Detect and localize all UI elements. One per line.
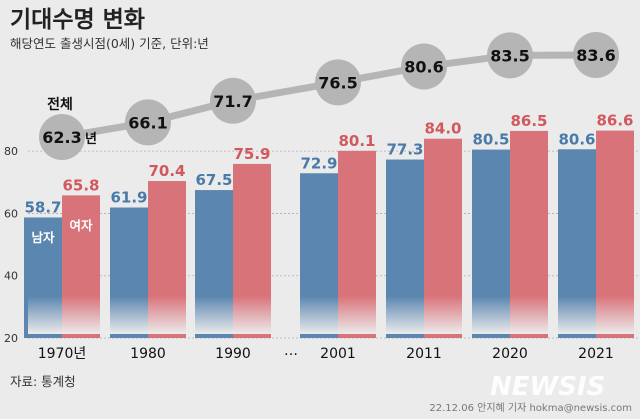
- total-value-label: 83.6: [576, 46, 615, 65]
- value-label-men: 80.5: [472, 131, 509, 149]
- x-tick-label: 1990: [215, 346, 251, 362]
- credit-text: 22.12.06 안지혜 기자 hokma@newsis.com: [429, 402, 632, 414]
- chart-title: 기대수명 변화: [10, 7, 145, 33]
- x-tick-label: 1980: [130, 346, 166, 362]
- total-bubble: [401, 43, 447, 90]
- series-label-men: 남자: [31, 230, 55, 245]
- x-tick-label: 1970년: [38, 346, 87, 362]
- source-text: 자료: 통계청: [10, 374, 76, 389]
- value-label-women: 86.5: [510, 112, 547, 130]
- total-bubble: [573, 32, 619, 78]
- total-bubble: [125, 99, 171, 146]
- total-series-label: 전체: [47, 96, 73, 113]
- value-label-women: 65.8: [62, 176, 99, 194]
- axis-gap-marker: …: [284, 343, 298, 359]
- watermark-logo: NEWSIS: [490, 372, 605, 402]
- value-label-men: 80.6: [558, 130, 595, 148]
- value-label-men: 77.3: [386, 141, 423, 159]
- y-tick-label: 20: [4, 332, 18, 345]
- bottom-fade: [28, 296, 640, 334]
- value-label-women: 80.1: [338, 132, 375, 150]
- total-bubble: [315, 59, 361, 106]
- value-label-men: 67.5: [195, 171, 232, 189]
- chart-subtitle: 해당연도 출생시점(0세) 기준, 단위:년: [10, 36, 209, 51]
- value-labels: 58.765.8 61.970.4 67.575.9 72.980.1 77.384.0…: [24, 112, 633, 245]
- total-value-label: 76.5: [318, 73, 357, 92]
- total-bubble: [487, 32, 533, 79]
- value-label-women: 75.9: [233, 145, 270, 163]
- x-tick-label: 2001: [320, 346, 356, 362]
- total-unit-label: 년: [85, 132, 97, 147]
- total-bubble: [39, 114, 85, 160]
- value-label-women: 84.0: [424, 120, 461, 138]
- y-tick-label: 40: [4, 270, 18, 283]
- series-label-women: 여자: [69, 218, 93, 233]
- total-value-label: 80.6: [404, 58, 443, 77]
- total-value-label: 66.1: [128, 113, 167, 132]
- x-tick-label: 2021: [578, 346, 614, 362]
- total-value-label: 62.3: [42, 128, 81, 147]
- value-label-women: 70.4: [148, 162, 185, 180]
- total-value-label: 71.7: [213, 92, 252, 111]
- axis-labels: 20 40 60 80 1970년 1980 1990 2001 2011 2020 2021 …: [4, 145, 614, 362]
- y-tick-label: 60: [4, 207, 18, 220]
- value-label-men: 61.9: [110, 189, 147, 207]
- value-label-men: 72.9: [300, 154, 337, 172]
- value-label-men: 58.7: [24, 198, 61, 216]
- total-trend: 62.3 66.1 71.7 76.5 80.6 83.5 83.6 년 전체: [39, 32, 619, 160]
- total-bubble: [210, 77, 256, 124]
- x-tick-label: 2011: [406, 346, 442, 362]
- x-tick-label: 2020: [492, 346, 528, 362]
- value-label-women: 86.6: [596, 112, 633, 130]
- y-tick-label: 80: [4, 145, 18, 158]
- total-value-label: 83.5: [490, 46, 529, 65]
